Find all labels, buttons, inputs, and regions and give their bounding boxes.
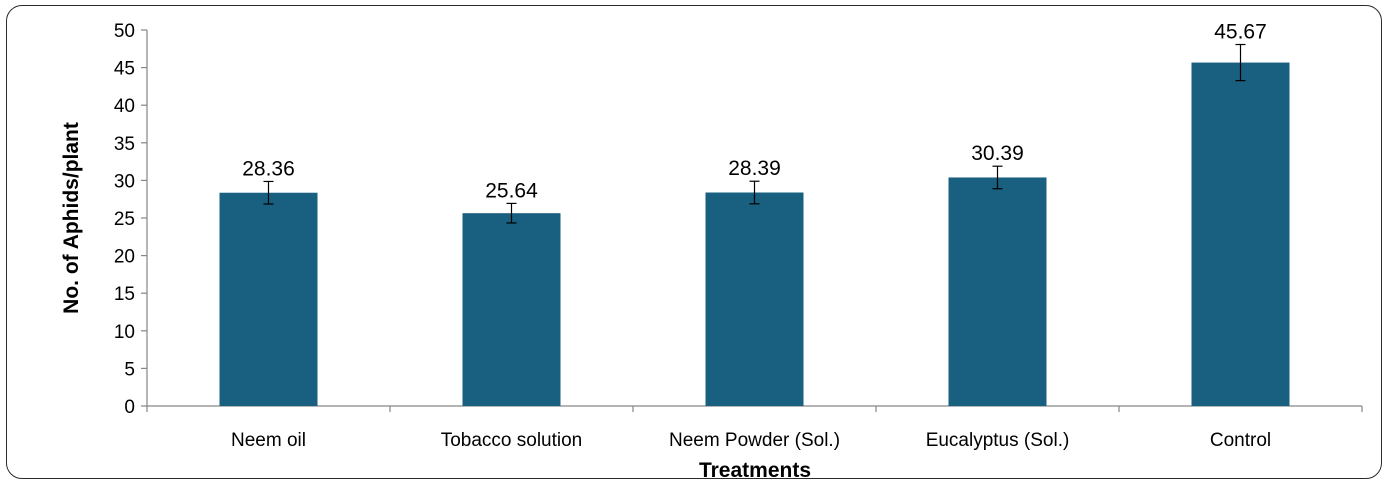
y-tick-label: 10	[114, 322, 135, 343]
axes: 0 5 10 15 20 25 30 35 40 45 50	[114, 21, 1363, 418]
y-tick-label: 35	[114, 134, 135, 155]
data-label: 28.39	[728, 157, 781, 180]
y-tick-label: 40	[114, 96, 135, 117]
category-label: Eucalyptus (Sol.)	[926, 430, 1070, 451]
data-label: 45.67	[1214, 21, 1267, 44]
bar	[948, 177, 1047, 406]
y-tick-label: 45	[114, 59, 135, 80]
labels: 28.36 Neem oil 25.64 Tobacco solution 28.39 N…	[231, 21, 1271, 451]
y-tick-label: 15	[114, 284, 135, 305]
x-axis-title: Treatments	[699, 459, 811, 482]
category-label: Neem oil	[231, 430, 306, 451]
y-tick-label: 0	[124, 397, 135, 418]
bar	[219, 192, 318, 406]
data-label: 25.64	[485, 179, 538, 202]
y-tick-label: 50	[114, 21, 135, 42]
bars	[219, 43, 1290, 407]
y-axis-title: No. of Aphids/plant	[60, 122, 83, 314]
y-tick-label: 30	[114, 171, 135, 192]
bar	[1191, 62, 1290, 407]
category-label: Neem Powder (Sol.)	[669, 430, 840, 451]
data-label: 28.36	[242, 157, 295, 180]
y-tick-label: 5	[124, 359, 135, 380]
bar	[462, 213, 561, 406]
y-tick-label: 20	[114, 247, 135, 268]
category-label: Control	[1210, 430, 1271, 451]
bar	[705, 192, 804, 406]
category-label: Tobacco solution	[441, 430, 583, 451]
data-label: 30.39	[971, 142, 1024, 165]
y-tick-label: 25	[114, 209, 135, 230]
